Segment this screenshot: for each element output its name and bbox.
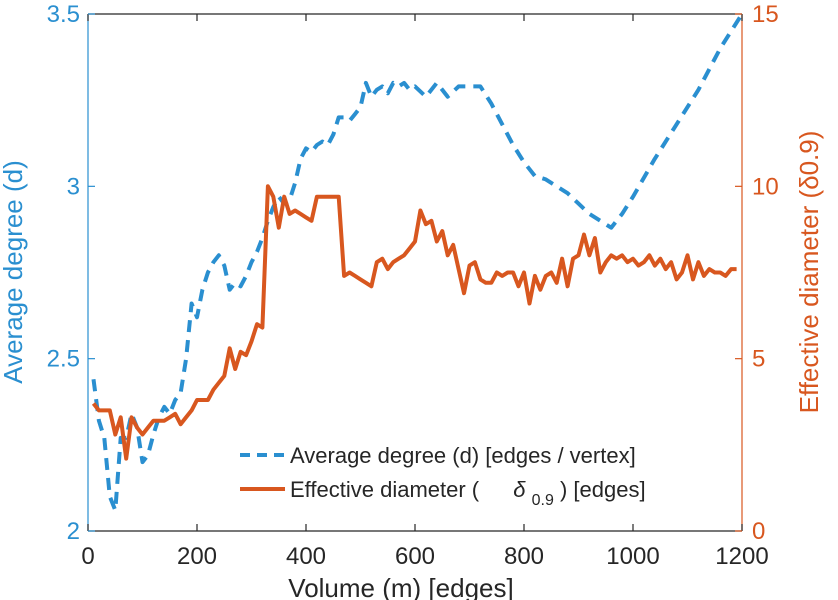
series-line-avg-degree <box>91 12 744 513</box>
y-left-tick-label: 2.5 <box>47 346 80 373</box>
y-right-tick-label: 10 <box>752 173 779 200</box>
x-tick-label: 800 <box>504 543 544 570</box>
legend: Average degree (d) [edges / vertex] Effe… <box>240 443 646 510</box>
x-tick-label: 1200 <box>715 543 768 570</box>
legend-eff-subscript: 0.9 <box>532 492 554 509</box>
x-tick-label: 400 <box>286 543 326 570</box>
y-right-tick-label: 0 <box>752 518 765 545</box>
y-axis-label-left: Average degree (d) <box>0 160 28 384</box>
series-line-eff-diameter <box>91 184 737 461</box>
x-tick-label: 0 <box>81 543 94 570</box>
legend-eff-prefix: Effective diameter ( <box>290 477 480 502</box>
y-right-tick-label: 15 <box>752 1 779 28</box>
x-tick-label: 200 <box>177 543 217 570</box>
legend-eff-suffix: ) [edges] <box>560 477 646 502</box>
series-layer <box>91 12 744 513</box>
y-left-tick-label: 3.5 <box>47 1 80 28</box>
x-tick-label: 1000 <box>606 543 659 570</box>
legend-label-avg-degree: Average degree (d) [edges / vertex] <box>290 443 636 468</box>
legend-eff-symbol: δ <box>513 477 526 502</box>
x-tick-label: 600 <box>395 543 435 570</box>
y-left-tick-label: 2 <box>67 518 80 545</box>
ticks-layer: 0 200 400 600 800 1000 1200 2 2.5 3 3.5 0 5 10 15 <box>47 1 779 570</box>
y-left-tick-label: 3 <box>67 173 80 200</box>
legend-label-eff-diameter: Effective diameter ( δ 0.9 ) [edges] <box>290 477 646 510</box>
y-right-tick-label: 5 <box>752 346 765 373</box>
y-axis-label-right: Effective diameter (δ0.9) <box>794 131 824 414</box>
x-axis-label: Volume (m) [edges] <box>288 573 513 600</box>
